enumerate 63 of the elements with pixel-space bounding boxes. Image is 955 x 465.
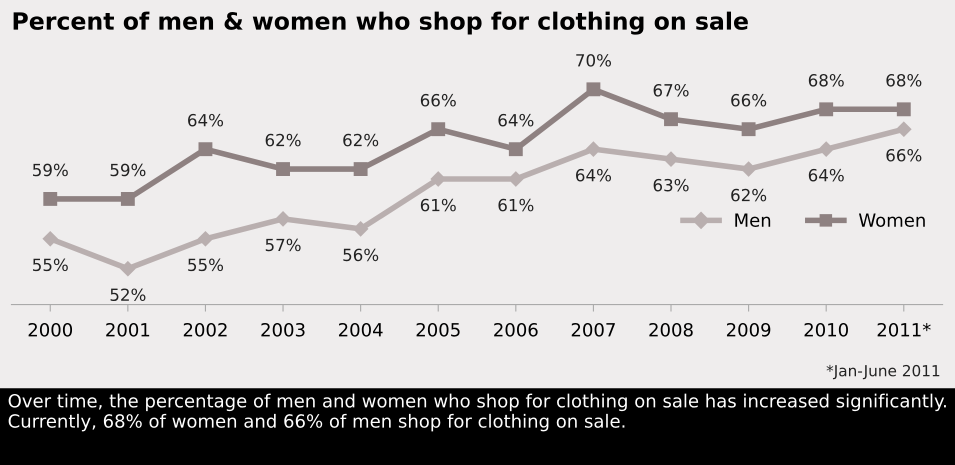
point — [43, 192, 58, 206]
x-tick-label: 2011* — [878, 322, 931, 337]
point — [896, 122, 912, 137]
point — [742, 122, 756, 136]
data-label: 67% — [654, 84, 689, 97]
x-tick-label: 2008 — [649, 322, 693, 337]
data-label: 64% — [498, 114, 534, 126]
point — [120, 192, 135, 206]
chart-title: Percent of men & women who shop for clothing on sale — [14, 12, 748, 35]
data-label: 61% — [420, 198, 456, 212]
data-label: 66% — [731, 94, 766, 107]
data-label: 59% — [33, 164, 68, 176]
data-label: 64% — [188, 114, 224, 126]
x-tick-label: 2002 — [184, 322, 227, 337]
x-tick-label: 2001 — [106, 322, 150, 337]
point — [275, 211, 291, 226]
point — [741, 161, 756, 177]
data-label: 66% — [420, 94, 456, 107]
point — [664, 112, 678, 126]
data-label: 62% — [731, 188, 766, 202]
point — [198, 142, 212, 156]
text: *Jan-June 2011 — [826, 364, 940, 380]
x-tick-label: 2000 — [28, 322, 72, 337]
point — [276, 162, 290, 176]
point — [42, 231, 58, 246]
data-label: 55% — [188, 258, 224, 272]
point — [353, 221, 368, 236]
legend-label: Women — [858, 214, 925, 227]
point — [198, 231, 214, 246]
legend-label: Men — [735, 214, 770, 227]
data-label: 57% — [266, 238, 301, 252]
data-label: 56% — [343, 248, 378, 262]
data-label: 63% — [654, 178, 689, 192]
point — [586, 142, 601, 157]
point — [663, 152, 679, 167]
data-label: 66% — [886, 148, 922, 162]
x-tick-label: 2003 — [261, 322, 305, 337]
data-label: 68% — [886, 74, 922, 87]
data-label: 62% — [266, 134, 301, 146]
point — [508, 142, 523, 156]
data-label: 55% — [33, 258, 68, 272]
data-label: 59% — [110, 164, 146, 176]
x-tick-label: 2004 — [338, 322, 383, 337]
point — [818, 142, 834, 157]
point — [120, 261, 136, 276]
point — [354, 162, 368, 176]
point — [431, 122, 446, 136]
data-label: 68% — [808, 74, 844, 87]
x-tick-label: 2006 — [494, 322, 538, 337]
point — [819, 102, 834, 116]
data-label: 52% — [110, 288, 146, 302]
x-tick-label: 2009 — [726, 322, 770, 337]
data-label: 70% — [576, 54, 612, 67]
text: Over time, the percentage of men and women who shop for clothing on sale has increased significantly. Currently, 68% of women and 66% of men shop for clothing on sale. — [8, 394, 946, 432]
x-tick-label: 2007 — [572, 322, 615, 337]
x-tick-label: 2010 — [804, 322, 848, 337]
point — [896, 102, 911, 116]
data-label: 61% — [498, 198, 534, 212]
point — [586, 82, 600, 96]
data-label: 62% — [343, 134, 378, 146]
data-label: 64% — [808, 168, 844, 182]
x-tick-label: 2005 — [416, 322, 460, 337]
data-label: 64% — [576, 168, 612, 182]
